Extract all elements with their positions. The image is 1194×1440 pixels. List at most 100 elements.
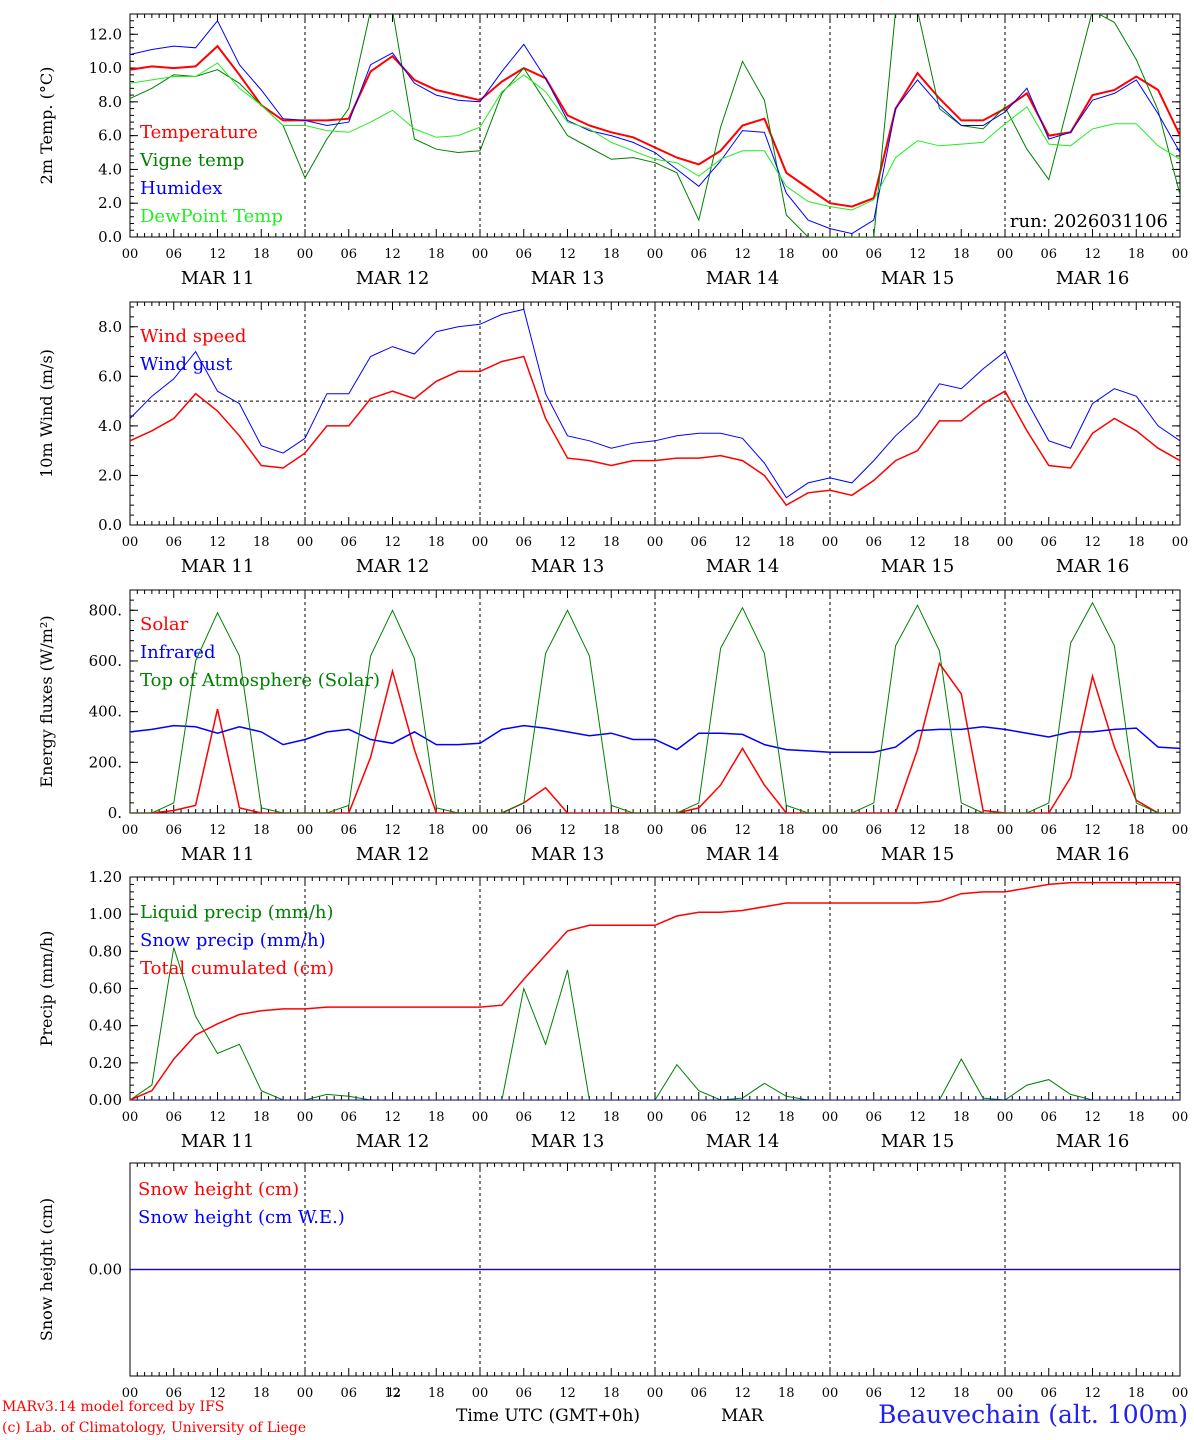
y-tick-label: 0.40 (89, 1017, 122, 1035)
y-tick-label: 10.0 (89, 59, 122, 77)
hour-tick-label: 06 (865, 1386, 882, 1398)
legend-entry: Vigne temp (139, 150, 244, 171)
y-tick-label: 200. (89, 753, 122, 771)
day-label: MAR 12 (356, 556, 430, 577)
legend-entry: Wind speed (140, 326, 246, 347)
hour-tick-label: 12 (1084, 535, 1101, 550)
hour-tick-label: 12 (734, 823, 751, 838)
time-axis-label: Time UTC (GMT+0h) (456, 1406, 641, 1426)
y-tick-label: 0.0 (98, 516, 122, 534)
y-tick-label: 0. (108, 804, 122, 822)
hour-tick-label: 12 (1084, 823, 1101, 838)
hour-tick-label: 12 (559, 1110, 576, 1125)
y-tick-label: 400. (89, 703, 122, 721)
hour-tick-label: 06 (690, 1110, 707, 1125)
hour-tick-label: 12 (734, 247, 751, 262)
hour-tick-label: 06 (1040, 247, 1057, 262)
day-label: MAR 13 (531, 1131, 605, 1152)
series-line-infrared (130, 724, 1180, 753)
hour-tick-label: 00 (647, 1110, 664, 1125)
meteogram: 00 06 12 18 00 06 12 18 00 06 12 18 00 06 12 18 00 06 12 18… (37, 13, 1189, 1398)
hour-tick-label: 12 (909, 823, 926, 838)
hour-tick-label: 00 (297, 535, 314, 550)
hour-tick-label: 06 (515, 1110, 532, 1125)
series-line-wind-speed (130, 355, 1180, 507)
hour-tick-label: 18 (1128, 247, 1145, 262)
hour-tick-label: 12 (559, 823, 576, 838)
hour-tick-label: 18 (603, 247, 620, 262)
hour-tick-label: 06 (340, 1110, 357, 1125)
hour-tick-label: 00 (997, 823, 1014, 838)
y-tick-label: 8.0 (98, 318, 122, 336)
hour-tick-label: 00 (297, 1386, 314, 1398)
hour-tick-label: 06 (865, 823, 882, 838)
hour-tick-label: 12 (384, 535, 401, 550)
legend-entry: Snow height (cm) (138, 1179, 299, 1200)
legend-entry: Top of Atmosphere (Solar) (140, 670, 380, 691)
hour-tick-label: 18 (253, 823, 270, 838)
hour-tick-label: 12 (559, 535, 576, 550)
day-label: MAR 14 (706, 1131, 780, 1152)
day-label: MAR 11 (181, 844, 255, 865)
hour-tick-label: 00 (822, 535, 839, 550)
hour-tick-label: 12 (1084, 247, 1101, 262)
hour-tick-label: 00 (122, 247, 139, 262)
y-tick-label: 800. (89, 601, 122, 619)
hour-tick-label: 00 (1172, 247, 1189, 262)
hour-tick-label: 12 (909, 1386, 926, 1398)
hour-tick-label: 00 (997, 1386, 1014, 1398)
hour-tick-label: 12 (559, 247, 576, 262)
day-label: MAR 12 (356, 844, 430, 865)
hour-tick-label: 12 (384, 1386, 401, 1398)
hour-tick-label: 12 (209, 823, 226, 838)
hour-tick-label: 18 (253, 535, 270, 550)
day-label: MAR 16 (1056, 844, 1130, 865)
hour-tick-label: 12 (1084, 1110, 1101, 1125)
hour-tick-label: 06 (515, 247, 532, 262)
hour-tick-label: 06 (515, 823, 532, 838)
hour-tick-label: 18 (603, 1386, 620, 1398)
hour-tick-label: 00 (822, 1386, 839, 1398)
y-tick-label: 1.20 (89, 868, 122, 886)
series-line-humidex (130, 19, 1180, 235)
hour-tick-label: 18 (778, 1386, 795, 1398)
day-label: MAR 14 (706, 844, 780, 865)
y-tick-label: 8.0 (98, 93, 122, 111)
hour-tick-label: 06 (165, 535, 182, 550)
hour-tick-label: 06 (1040, 823, 1057, 838)
hour-tick-label: 12 (209, 1110, 226, 1125)
hour-tick-label: 18 (1128, 1110, 1145, 1125)
y-tick-label: 4.0 (98, 160, 122, 178)
hour-tick-label: 00 (297, 823, 314, 838)
model-credit: MARv3.14 model forced by IFS (2, 1399, 225, 1415)
series-line-total-cumulated-cm (130, 881, 1180, 1100)
day-label: MAR 13 (531, 556, 605, 577)
series-line-wind-gust (130, 308, 1180, 499)
day-label: MAR 12 (356, 1131, 430, 1152)
hour-tick-label: 00 (122, 1386, 139, 1398)
hour-tick-label: 12 (209, 1386, 226, 1398)
hour-tick-label: 00 (997, 535, 1014, 550)
hour-tick-label: 18 (953, 823, 970, 838)
hour-tick-label: 06 (1040, 535, 1057, 550)
hour-tick-label: 18 (778, 823, 795, 838)
hour-tick-label: 18 (253, 247, 270, 262)
day-label: MAR 11 (181, 268, 255, 289)
legend-entry: Liquid precip (mm/h) (140, 902, 334, 923)
hour-tick-label: 18 (1128, 1386, 1145, 1398)
hour-tick-label: 00 (822, 823, 839, 838)
y-tick-label: 0.60 (89, 980, 122, 998)
chart-panel-2: 00 06 12 18 00 06 12 18 00 06 12 18 00 06 12 18 00 06 12 18… (37, 301, 1188, 577)
day-label: MAR 15 (881, 556, 955, 577)
hour-tick-label: 06 (340, 1386, 357, 1398)
hour-tick-label: 06 (1040, 1386, 1057, 1398)
legend-entry: Humidex (140, 178, 222, 199)
hour-tick-label: 00 (472, 1386, 489, 1398)
hour-tick-label: 12 (209, 247, 226, 262)
hour-tick-label: 00 (472, 535, 489, 550)
y-tick-label: 4.0 (98, 417, 122, 435)
legend-entry: Total cumulated (cm) (140, 958, 334, 979)
hour-tick-label: 12 (909, 1110, 926, 1125)
hour-tick-label: 18 (428, 823, 445, 838)
hour-tick-label: 06 (690, 247, 707, 262)
